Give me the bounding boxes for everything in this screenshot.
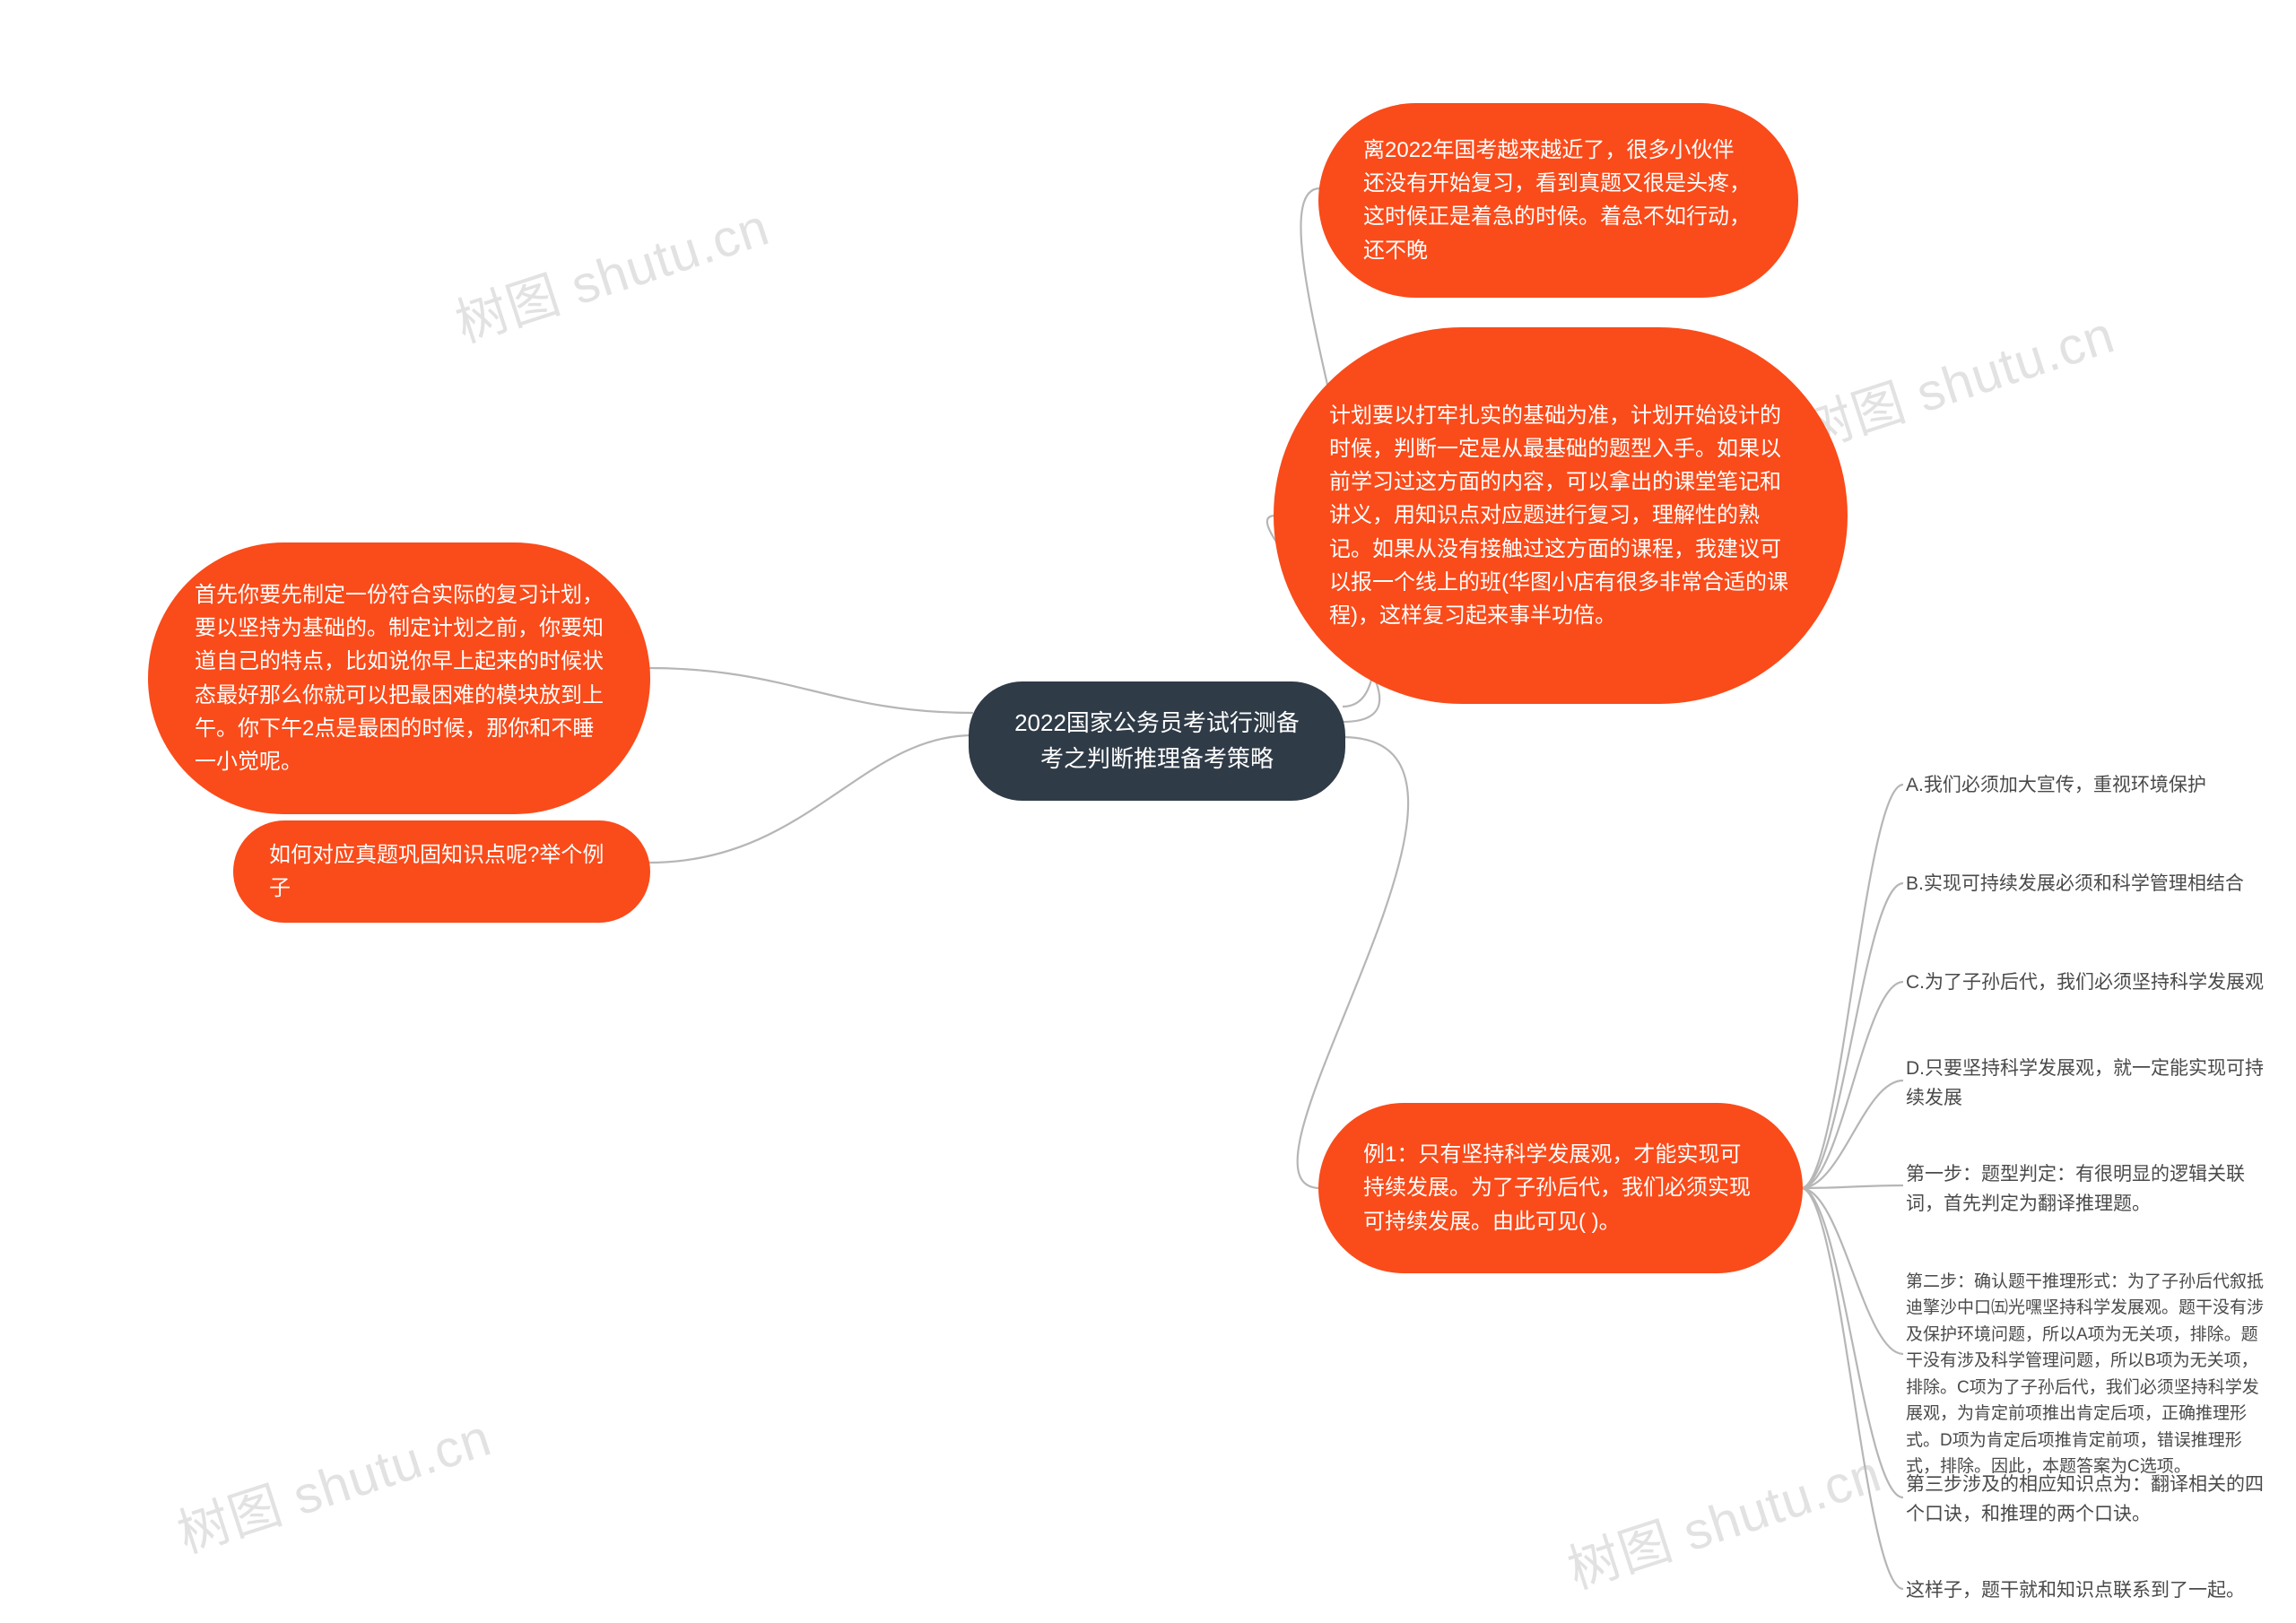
leaf-step-1: 第一步：题型判定：有很明显的逻辑关联词，首先判定为翻译推理题。 xyxy=(1906,1160,2265,1219)
leaf-option-d: D.只要坚持科学发展观，就一定能实现可持续发展 xyxy=(1906,1055,2265,1113)
left-node-plan: 首先你要先制定一份符合实际的复习计划，要以坚持为基础的。制定计划之前，你要知道自… xyxy=(148,542,650,814)
watermark: 树图 shutu.cn xyxy=(1790,292,2123,464)
leaf-step-3: 第三步涉及的相应知识点为：翻译相关的四个口诀，和推理的两个口诀。 xyxy=(1906,1471,2265,1529)
right-node-example1-text: 例1：只有坚持科学发展观，才能实现可持续发展。为了子孙后代，我们必须实现可持续发… xyxy=(1363,1138,1758,1238)
leaf-option-a: A.我们必须加大宣传，重视环境保护 xyxy=(1906,771,2265,801)
leaf-option-c: C.为了子孙后代，我们必须坚持科学发展观 xyxy=(1906,968,2292,998)
left-node-plan-text: 首先你要先制定一份符合实际的复习计划，要以坚持为基础的。制定计划之前，你要知道自… xyxy=(195,578,604,778)
right-node-urgency-text: 离2022年国考越来越近了，很多小伙伴还没有开始复习，看到真题又很是头疼，这时候… xyxy=(1363,134,1753,267)
watermark: 树图 shutu.cn xyxy=(445,185,778,357)
left-node-example-intro: 如何对应真题巩固知识点呢?举个例子 xyxy=(233,820,650,923)
right-node-example1: 例1：只有坚持科学发展观，才能实现可持续发展。为了子孙后代，我们必须实现可持续发… xyxy=(1318,1103,1803,1273)
leaf-step-2: 第二步：确认题干推理形式：为了子孙后代叙抵迪擎沙中口㈤光嘿坚持科学发展观。题干没… xyxy=(1906,1269,2265,1480)
center-node-text: 2022国家公务员考试行测备考之判断推理备考策略 xyxy=(1004,705,1309,777)
left-node-example-intro-text: 如何对应真题巩固知识点呢?举个例子 xyxy=(269,838,614,905)
right-node-foundation: 计划要以打牢扎实的基础为准，计划开始设计的时候，判断一定是从最基础的题型入手。如… xyxy=(1274,327,1848,704)
leaf-conclusion: 这样子，题干就和知识点联系到了一起。 xyxy=(1906,1576,2274,1606)
center-node: 2022国家公务员考试行测备考之判断推理备考策略 xyxy=(969,681,1345,801)
watermark: 树图 shutu.cn xyxy=(167,1395,500,1567)
leaf-option-b: B.实现可持续发展必须和科学管理相结合 xyxy=(1906,870,2283,899)
right-node-urgency: 离2022年国考越来越近了，很多小伙伴还没有开始复习，看到真题又很是头疼，这时候… xyxy=(1318,103,1798,298)
right-node-foundation-text: 计划要以打牢扎实的基础为准，计划开始设计的时候，判断一定是从最基础的题型入手。如… xyxy=(1329,399,1792,632)
watermark: 树图 shutu.cn xyxy=(1557,1431,1890,1603)
